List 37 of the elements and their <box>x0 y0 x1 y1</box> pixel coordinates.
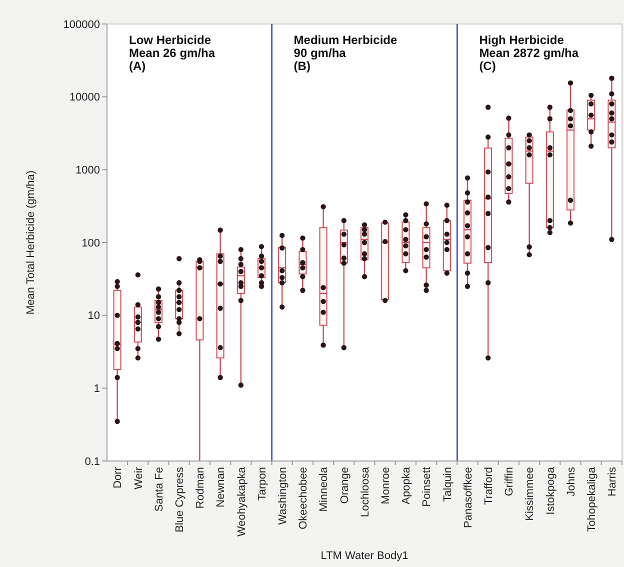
y-tick-label: 1 <box>94 383 100 396</box>
x-tick-label: Weohyakapka <box>236 466 248 537</box>
x-tick-label: Apopka <box>400 466 413 504</box>
annotation: Low Herbicide Mean 26 gm/ha (A) <box>129 33 216 73</box>
x-tick-label: Tohopekaliga <box>586 466 598 532</box>
x-tick-label: Blue Cypress <box>174 466 186 532</box>
x-tick-label: Okeechobee <box>298 467 310 530</box>
x-tick-label: Istokpoga <box>544 466 557 515</box>
x-tick-label: Washington <box>276 467 289 525</box>
annotation: Medium Herbicide 90 gm/ha (B) <box>294 33 398 73</box>
x-tick-label: Griffin <box>504 467 516 496</box>
y-tick-label: 100 <box>82 237 100 250</box>
x-tick-label: Newnan <box>215 467 228 508</box>
x-axis-title: LTM Water Body1 <box>320 550 408 562</box>
x-tick-label: Lochloosa <box>359 466 372 518</box>
x-tick-label: Rodman <box>194 467 207 509</box>
y-tick-label: 0.1 <box>84 456 100 468</box>
x-tick-label: Monroe <box>380 467 392 504</box>
y-axis-title: Mean Total Herbicide (gm/ha) <box>25 170 37 315</box>
y-tick-label: 10000 <box>69 92 100 104</box>
x-tick-label: Kissimmee <box>524 467 536 521</box>
x-tick-label: Talquin <box>442 467 454 502</box>
y-tick-label: 10 <box>88 310 100 322</box>
x-tick-label: Orange <box>338 467 351 504</box>
x-tick-label: Panasoffkee <box>462 467 474 528</box>
x-tick-label: Poinsett <box>421 467 434 507</box>
annotation: High Herbicide Mean 2872 gm/ha (C) <box>479 33 579 73</box>
x-tick-label: Minneola <box>318 466 330 512</box>
x-tick-label: Santa Fe <box>153 467 166 512</box>
x-tick-label: Harris <box>606 466 619 496</box>
x-tick-label: Dorr <box>112 466 124 488</box>
x-tick-label: Weir <box>132 466 145 490</box>
x-tick-label: Trafford <box>482 467 495 505</box>
x-tick-label: Johns <box>565 466 578 496</box>
x-tick-label: Tarpon <box>256 467 268 501</box>
y-tick-label: 1000 <box>76 164 100 177</box>
y-tick-label: 100000 <box>63 18 100 31</box>
